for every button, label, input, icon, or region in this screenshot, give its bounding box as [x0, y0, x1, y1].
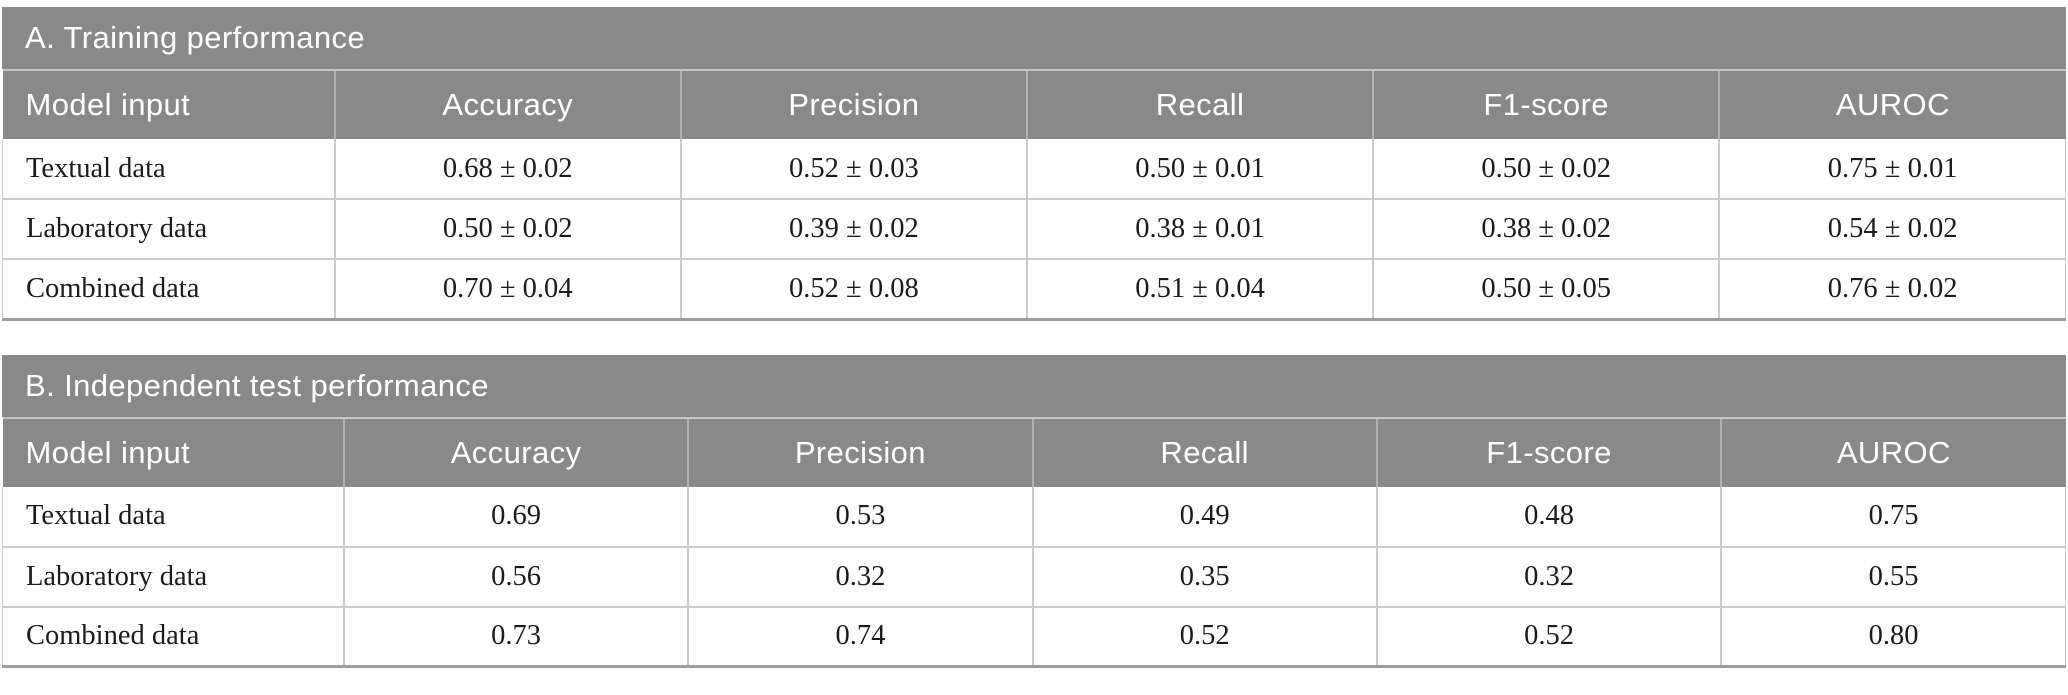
column-header-recall: Recall [1031, 416, 1377, 487]
value-cell: 0.53 [687, 486, 1033, 548]
table-a-title: A. Training performance [2, 7, 2066, 69]
column-header-model-input: Model input [2, 69, 335, 139]
value-cell: 0.52 [1031, 606, 1377, 668]
row-label-cell: Combined data [1, 259, 335, 321]
value-cell: 0.38 ± 0.02 [1372, 199, 1720, 260]
value-cell: 0.70 ± 0.04 [333, 259, 681, 321]
value-cell: 0.48 [1375, 486, 1722, 548]
value-cell: 0.74 [687, 606, 1033, 668]
column-header-precision: Precision [687, 416, 1033, 487]
row-label-cell: Laboratory data [1, 199, 335, 260]
value-cell: 0.52 ± 0.03 [679, 139, 1027, 200]
value-cell: 0.50 ± 0.01 [1025, 139, 1374, 200]
table-b-header-row: Model input Accuracy Precision Recall F1… [2, 416, 2066, 487]
table-row: Combined data 0.70 ± 0.04 0.52 ± 0.08 0.… [1, 259, 2067, 321]
column-header-f1-score: F1-score [1375, 416, 1722, 487]
training-performance-table: A. Training performance Model input Accu… [1, 7, 2067, 321]
value-cell: 0.50 ± 0.05 [1372, 259, 1720, 321]
column-header-auroc: AUROC [1720, 416, 2066, 487]
value-cell: 0.52 [1375, 606, 1722, 668]
table-row: Combined data 0.73 0.74 0.52 0.52 0.80 [1, 606, 2067, 668]
table-b: Model input Accuracy Precision Recall F1… [1, 416, 2067, 668]
row-label-cell: Textual data [1, 139, 335, 200]
value-cell: 0.35 [1031, 546, 1377, 608]
value-cell: 0.32 [687, 546, 1033, 608]
value-cell: 0.75 ± 0.01 [1718, 139, 2067, 200]
value-cell: 0.76 ± 0.02 [1718, 259, 2067, 321]
value-cell: 0.50 ± 0.02 [1372, 139, 1720, 200]
page: A. Training performance Model input Accu… [1, 7, 2067, 668]
value-cell: 0.38 ± 0.01 [1025, 199, 1374, 260]
row-label-cell: Textual data [1, 486, 344, 548]
column-header-precision: Precision [679, 69, 1027, 139]
column-header-auroc: AUROC [1718, 69, 2066, 139]
value-cell: 0.50 ± 0.02 [333, 199, 681, 260]
column-header-accuracy: Accuracy [342, 416, 689, 487]
value-cell: 0.52 ± 0.08 [679, 259, 1027, 321]
column-header-recall: Recall [1025, 69, 1374, 139]
value-cell: 0.68 ± 0.02 [333, 139, 681, 200]
table-a-header-row: Model input Accuracy Precision Recall F1… [2, 69, 2066, 139]
value-cell: 0.39 ± 0.02 [679, 199, 1027, 260]
column-header-accuracy: Accuracy [333, 69, 681, 139]
value-cell: 0.32 [1375, 546, 1722, 608]
value-cell: 0.54 ± 0.02 [1718, 199, 2067, 260]
value-cell: 0.51 ± 0.04 [1025, 259, 1374, 321]
table-row: Laboratory data 0.56 0.32 0.35 0.32 0.55 [1, 546, 2067, 608]
column-header-f1-score: F1-score [1372, 69, 1720, 139]
row-label-cell: Combined data [1, 606, 344, 668]
table-b-title: B. Independent test performance [2, 354, 2066, 417]
value-cell: 0.75 [1720, 486, 2067, 548]
table-row: Textual data 0.69 0.53 0.49 0.48 0.75 [1, 486, 2067, 548]
table-row: Textual data 0.68 ± 0.02 0.52 ± 0.03 0.5… [1, 139, 2067, 200]
column-header-model-input: Model input [2, 416, 344, 487]
value-cell: 0.56 [342, 546, 689, 608]
value-cell: 0.80 [1720, 606, 2067, 668]
value-cell: 0.69 [342, 486, 689, 548]
value-cell: 0.49 [1031, 486, 1377, 548]
table-a: Model input Accuracy Precision Recall F1… [1, 69, 2067, 321]
value-cell: 0.55 [1720, 546, 2067, 608]
row-label-cell: Laboratory data [1, 546, 344, 608]
table-row: Laboratory data 0.50 ± 0.02 0.39 ± 0.02 … [1, 199, 2067, 260]
value-cell: 0.73 [342, 606, 689, 668]
independent-test-performance-table: B. Independent test performance Model in… [1, 354, 2067, 668]
